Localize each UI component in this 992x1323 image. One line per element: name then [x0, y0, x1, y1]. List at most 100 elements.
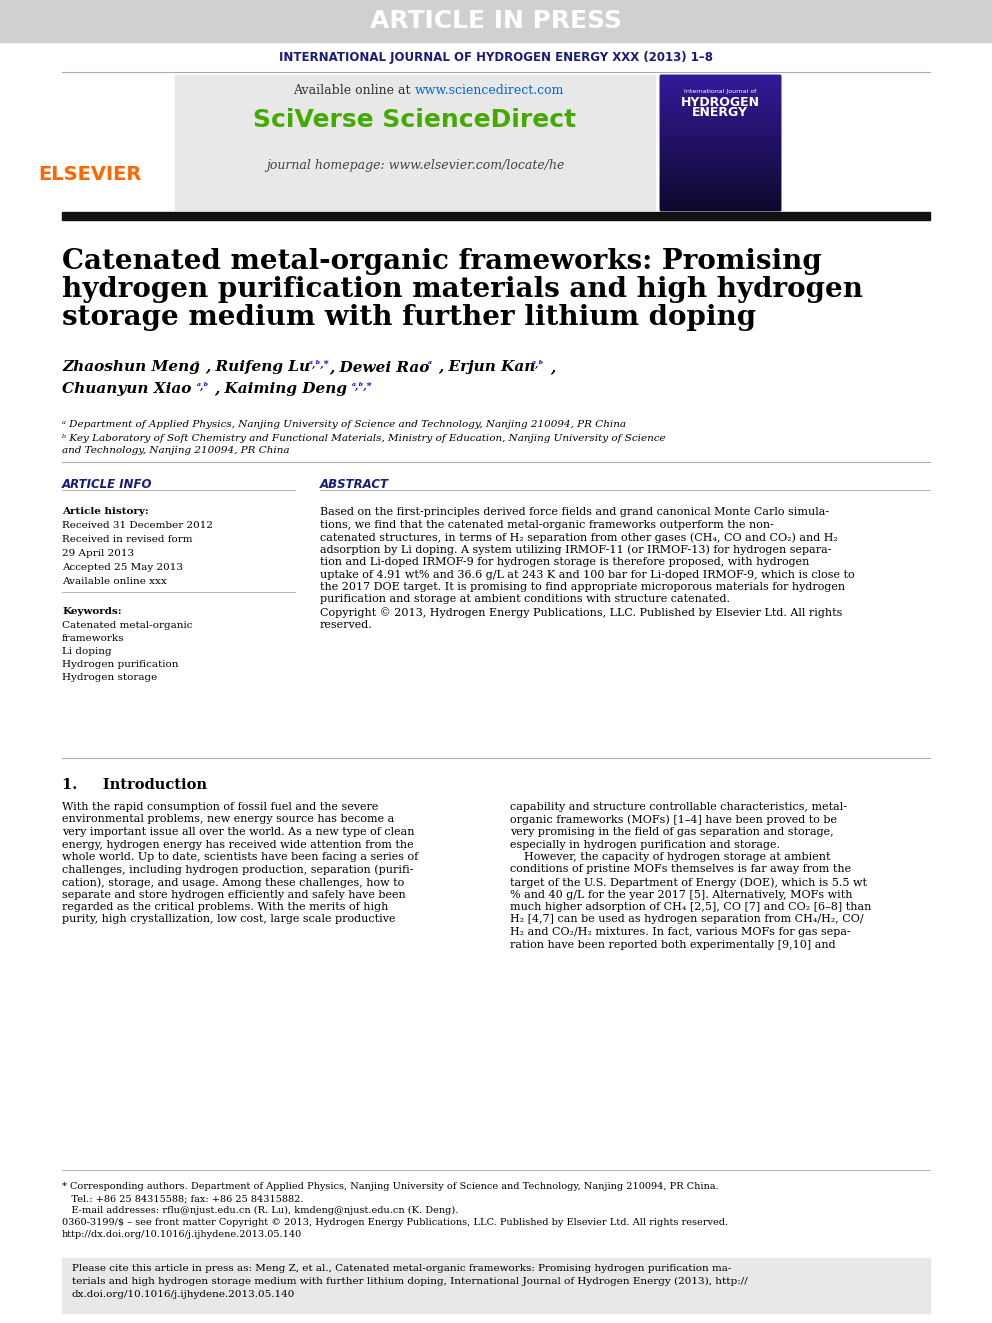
Text: catenated structures, in terms of H₂ separation from other gases (CH₄, CO and CO: catenated structures, in terms of H₂ sep…	[320, 532, 838, 542]
Bar	[660, 149, 780, 152]
Text: With the rapid consumption of fossil fuel and the severe: With the rapid consumption of fossil fue…	[62, 802, 378, 812]
Text: INTERNATIONAL JOURNAL OF HYDROGEN ENERGY XXX (2013) 1–8: INTERNATIONAL JOURNAL OF HYDROGEN ENERGY…	[279, 52, 713, 65]
Bar	[660, 120, 780, 122]
Text: uptake of 4.91 wt% and 36.6 g/L at 243 K and 100 bar for Li-doped IRMOF-9, which: uptake of 4.91 wt% and 36.6 g/L at 243 K…	[320, 569, 855, 579]
Bar	[660, 173, 780, 176]
Text: ᵃ Department of Applied Physics, Nanjing University of Science and Technology, N: ᵃ Department of Applied Physics, Nanjing…	[62, 419, 626, 429]
Bar	[660, 185, 780, 188]
Bar	[660, 108, 780, 111]
Text: regarded as the critical problems. With the merits of high: regarded as the critical problems. With …	[62, 902, 389, 912]
Bar	[660, 118, 780, 120]
Bar	[660, 136, 780, 138]
Text: Available online xxx: Available online xxx	[62, 577, 167, 586]
Bar	[660, 194, 780, 197]
Bar	[660, 151, 780, 153]
Text: journal homepage: www.elsevier.com/locate/he: journal homepage: www.elsevier.com/locat…	[266, 159, 564, 172]
Bar	[660, 205, 780, 208]
Text: ration have been reported both experimentally [9,10] and: ration have been reported both experimen…	[510, 939, 835, 950]
Text: and Technology, Nanjing 210094, PR China: and Technology, Nanjing 210094, PR China	[62, 446, 290, 455]
Text: ARTICLE IN PRESS: ARTICLE IN PRESS	[370, 9, 622, 33]
Text: ARTICLE INFO: ARTICLE INFO	[62, 478, 153, 491]
Text: Article history:: Article history:	[62, 507, 149, 516]
Text: storage medium with further lithium doping: storage medium with further lithium dopi…	[62, 304, 756, 331]
Text: Available online at: Available online at	[294, 83, 415, 97]
Bar	[660, 124, 780, 127]
Text: H₂ [4,7] can be used as hydrogen separation from CH₄/H₂, CO/: H₂ [4,7] can be used as hydrogen separat…	[510, 914, 864, 925]
Text: Accepted 25 May 2013: Accepted 25 May 2013	[62, 564, 183, 572]
Bar	[660, 198, 780, 201]
Text: Zhaoshun Meng: Zhaoshun Meng	[62, 360, 199, 374]
Text: ᵃ,ᵇ,*: ᵃ,ᵇ,*	[309, 360, 329, 369]
Text: purity, high crystallization, low cost, large scale productive: purity, high crystallization, low cost, …	[62, 914, 396, 925]
Text: energy, hydrogen energy has received wide attention from the: energy, hydrogen energy has received wid…	[62, 840, 414, 849]
Text: very important issue all over the world. As a new type of clean: very important issue all over the world.…	[62, 827, 415, 837]
Bar	[660, 105, 780, 106]
Text: terials and high hydrogen storage medium with further lithium doping, Internatio: terials and high hydrogen storage medium…	[72, 1277, 748, 1286]
Text: Hydrogen storage: Hydrogen storage	[62, 673, 158, 681]
Bar	[660, 77, 780, 79]
Text: , Ruifeng Lu: , Ruifeng Lu	[205, 360, 310, 374]
Text: frameworks: frameworks	[62, 634, 125, 643]
Text: www.sciencedirect.com: www.sciencedirect.com	[415, 83, 564, 97]
Text: target of the U.S. Department of Energy (DOE), which is 5.5 wt: target of the U.S. Department of Energy …	[510, 877, 867, 888]
Text: http://dx.doi.org/10.1016/j.ijhydene.2013.05.140: http://dx.doi.org/10.1016/j.ijhydene.201…	[62, 1230, 303, 1240]
Bar	[660, 204, 780, 205]
Text: conditions of pristine MOFs themselves is far away from the: conditions of pristine MOFs themselves i…	[510, 864, 851, 875]
Bar	[660, 91, 780, 93]
Text: ,: ,	[550, 360, 556, 374]
Bar	[660, 128, 780, 131]
Text: 1.     Introduction: 1. Introduction	[62, 778, 207, 792]
Bar	[660, 143, 780, 144]
Text: H₂ and CO₂/H₂ mixtures. In fact, various MOFs for gas sepa-: H₂ and CO₂/H₂ mixtures. In fact, various…	[510, 927, 851, 937]
Bar	[660, 153, 780, 156]
Bar	[660, 131, 780, 134]
Bar	[660, 93, 780, 95]
Bar	[660, 188, 780, 189]
Text: HYDROGEN: HYDROGEN	[681, 95, 760, 108]
Text: ᵃ,ᵇ,*: ᵃ,ᵇ,*	[352, 382, 373, 392]
Text: Tel.: +86 25 84315588; fax: +86 25 84315882.: Tel.: +86 25 84315588; fax: +86 25 84315…	[62, 1193, 304, 1203]
Bar	[660, 183, 780, 185]
Text: However, the capacity of hydrogen storage at ambient: However, the capacity of hydrogen storag…	[510, 852, 830, 863]
Bar	[660, 134, 780, 136]
Bar	[660, 169, 780, 172]
Text: cation), storage, and usage. Among these challenges, how to: cation), storage, and usage. Among these…	[62, 877, 405, 888]
Bar	[660, 106, 780, 108]
Text: reserved.: reserved.	[320, 619, 373, 630]
Text: 29 April 2013: 29 April 2013	[62, 549, 134, 558]
Text: ᵃ: ᵃ	[428, 360, 432, 369]
Bar	[660, 144, 780, 147]
Bar	[660, 189, 780, 192]
Text: Received 31 December 2012: Received 31 December 2012	[62, 521, 213, 531]
Text: Based on the first-principles derived force fields and grand canonical Monte Car: Based on the first-principles derived fo…	[320, 507, 829, 517]
Text: tion and Li-doped IRMOF-9 for hydrogen storage is therefore proposed, with hydro: tion and Li-doped IRMOF-9 for hydrogen s…	[320, 557, 809, 568]
Text: ᵃ,ᵇ: ᵃ,ᵇ	[532, 360, 545, 369]
Bar	[660, 115, 780, 118]
Text: Chuanyun Xiao: Chuanyun Xiao	[62, 382, 191, 396]
Text: capability and structure controllable characteristics, metal-: capability and structure controllable ch…	[510, 802, 847, 812]
Text: Catenated metal-organic frameworks: Promising: Catenated metal-organic frameworks: Prom…	[62, 247, 821, 275]
Bar	[660, 160, 780, 163]
Bar	[660, 208, 780, 210]
Text: Hydrogen purification: Hydrogen purification	[62, 660, 179, 669]
Bar	[660, 165, 780, 167]
Text: purification and storage at ambient conditions with structure catenated.: purification and storage at ambient cond…	[320, 594, 730, 605]
Bar	[660, 102, 780, 105]
Text: Keywords:: Keywords:	[62, 607, 122, 617]
Bar	[0, 0, 992, 42]
Bar	[660, 122, 780, 124]
Text: adsorption by Li doping. A system utilizing IRMOF-11 (or IRMOF-13) for hydrogen : adsorption by Li doping. A system utiliz…	[320, 545, 831, 556]
Bar	[660, 147, 780, 149]
Text: ELSEVIER: ELSEVIER	[39, 165, 142, 184]
Bar	[660, 114, 780, 115]
Text: hydrogen purification materials and high hydrogen: hydrogen purification materials and high…	[62, 277, 863, 303]
Text: % and 40 g/L for the year 2017 [5]. Alternatively, MOFs with: % and 40 g/L for the year 2017 [5]. Alte…	[510, 889, 852, 900]
Bar	[660, 99, 780, 102]
Bar	[660, 111, 780, 114]
Text: ᵇ Key Laboratory of Soft Chemistry and Functional Materials, Ministry of Educati: ᵇ Key Laboratory of Soft Chemistry and F…	[62, 434, 666, 443]
Text: much higher adsorption of CH₄ [2,5], CO [7] and CO₂ [6–8] than: much higher adsorption of CH₄ [2,5], CO …	[510, 902, 871, 912]
Text: separate and store hydrogen efficiently and safely have been: separate and store hydrogen efficiently …	[62, 889, 406, 900]
Bar	[660, 127, 780, 130]
Bar	[660, 75, 780, 210]
Bar	[660, 89, 780, 91]
